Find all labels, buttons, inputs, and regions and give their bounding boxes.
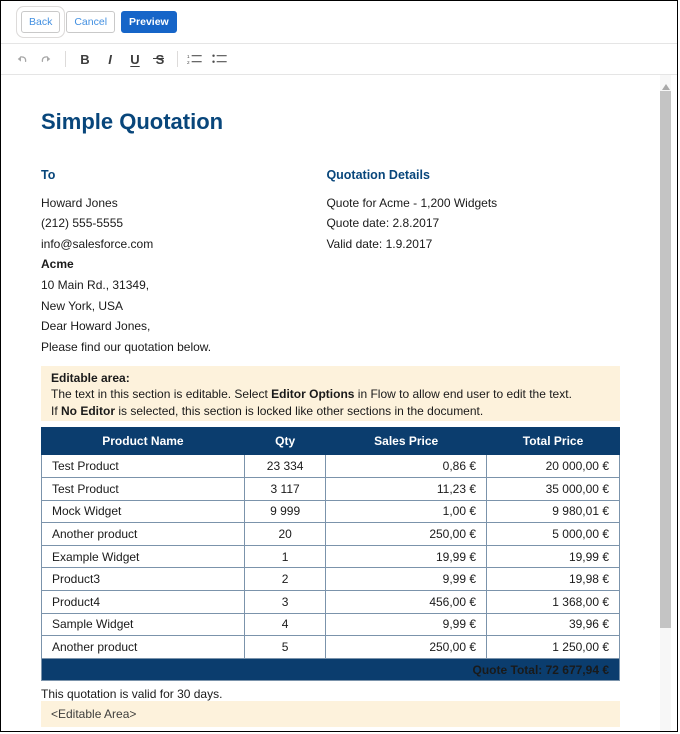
svg-text:2: 2 (187, 60, 190, 65)
svg-text:1: 1 (187, 54, 190, 59)
